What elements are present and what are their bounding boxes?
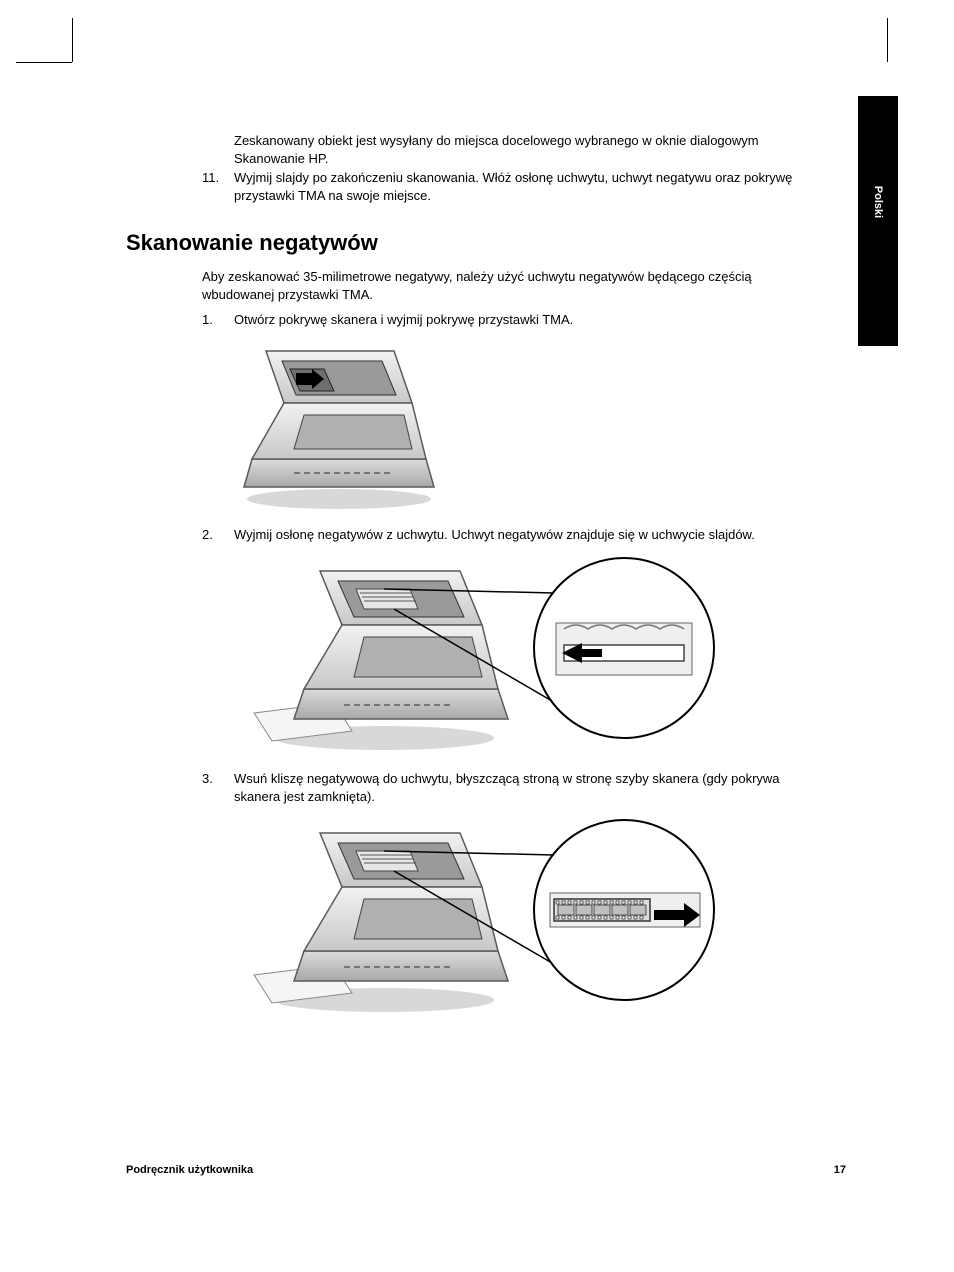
list-body: Wyjmij slajdy po zakończeniu skanowania.… (234, 169, 794, 204)
scanner-open-icon (234, 339, 444, 514)
scanner-callout-insert-film-icon (234, 815, 724, 1020)
list-body: Wyjmij osłonę negatywów z uchwytu. Uchwy… (234, 526, 794, 544)
language-tab: Polski (858, 96, 898, 346)
list-item-2: 2. Wyjmij osłonę negatywów z uchwytu. Uc… (202, 526, 794, 544)
page-number: 17 (834, 1164, 846, 1176)
figure-2 (234, 553, 806, 758)
list-number: 11. (202, 169, 234, 204)
list-item-3: 3. Wsuń kliszę negatywową do uchwytu, bł… (202, 770, 794, 805)
list-number: 2. (202, 526, 234, 544)
list-item-1: 1. Otwórz pokrywę skanera i wyjmij pokry… (202, 311, 794, 329)
crop-mark-vertical-left (72, 18, 73, 62)
figure-3 (234, 815, 806, 1020)
list-number: 3. (202, 770, 234, 805)
language-tab-label: Polski (872, 186, 884, 218)
section-heading: Skanowanie negatywów (126, 230, 806, 256)
scanner-callout-remove-icon (234, 553, 724, 758)
section-intro: Aby zeskanować 35-milimetrowe negatywy, … (202, 268, 762, 303)
continuation-paragraph: Zeskanowany obiekt jest wysyłany do miej… (234, 132, 794, 167)
list-body: Wsuń kliszę negatywową do uchwytu, błysz… (234, 770, 794, 805)
list-body: Otwórz pokrywę skanera i wyjmij pokrywę … (234, 311, 794, 329)
footer-title: Podręcznik użytkownika (126, 1164, 253, 1176)
crop-mark-vertical-right (887, 18, 888, 62)
list-number: 1. (202, 311, 234, 329)
crop-mark-horizontal (16, 62, 72, 63)
list-item-11: 11. Wyjmij slajdy po zakończeniu skanowa… (202, 169, 794, 204)
page-content: Zeskanowany obiekt jest wysyłany do miej… (126, 132, 806, 1032)
figure-1 (234, 339, 806, 514)
page-footer: Podręcznik użytkownika 17 (126, 1164, 846, 1176)
